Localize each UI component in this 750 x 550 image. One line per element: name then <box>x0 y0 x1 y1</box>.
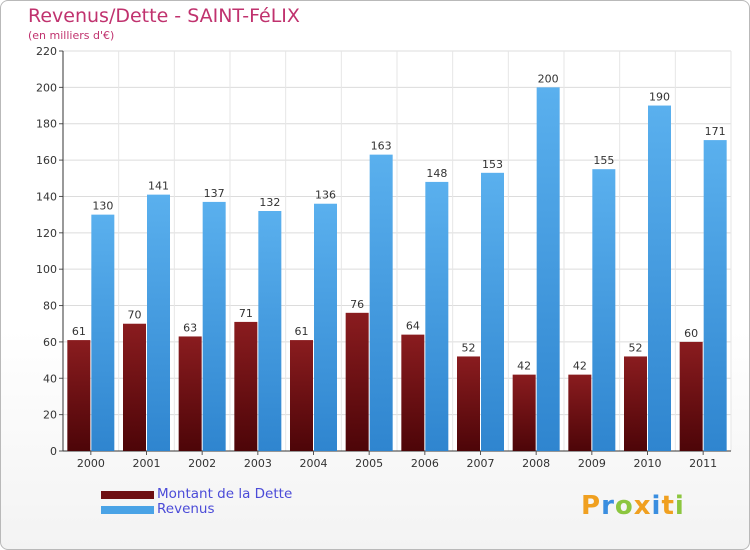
x-tick-label: 2001 <box>133 457 161 470</box>
bar-debt <box>512 374 536 451</box>
bar-debt <box>345 312 369 451</box>
data-label: 76 <box>350 298 364 311</box>
bar-debt <box>290 340 313 451</box>
x-tick-label: 2000 <box>77 457 105 470</box>
y-tick-label: 120 <box>36 227 57 240</box>
bar-revenue <box>703 140 727 451</box>
data-label: 163 <box>371 140 392 153</box>
logo-letter: o <box>614 491 634 521</box>
bar-debt <box>568 374 592 451</box>
data-label: 155 <box>593 154 614 167</box>
bar-debt <box>178 336 202 451</box>
data-label: 42 <box>517 360 531 373</box>
data-label: 42 <box>573 360 587 373</box>
bar-debt <box>457 356 480 451</box>
y-tick-label: 140 <box>36 190 57 203</box>
y-tick-label: 20 <box>43 409 57 422</box>
chart-subtitle: (en milliers d'€) <box>28 29 115 42</box>
x-tick-label: 2009 <box>578 457 606 470</box>
y-tick-label: 40 <box>43 372 57 385</box>
bar-revenue <box>481 172 504 451</box>
bar-revenue <box>91 214 115 451</box>
legend-swatch-revenue <box>101 506 154 514</box>
data-label: 171 <box>705 125 726 138</box>
bar-debt <box>679 341 703 451</box>
x-tick-label: 2004 <box>300 457 328 470</box>
data-label: 190 <box>649 91 670 104</box>
data-label: 52 <box>629 341 643 354</box>
logo-letter: P <box>581 491 602 521</box>
bar-revenue <box>369 154 393 452</box>
y-tick-label: 60 <box>43 336 57 349</box>
x-tick-label: 2002 <box>188 457 216 470</box>
bar-revenue <box>202 201 226 451</box>
logo-letter: x <box>633 491 652 521</box>
bar-revenue <box>425 181 449 451</box>
x-tick-label: 2005 <box>355 457 383 470</box>
data-label: 132 <box>259 196 280 209</box>
bar-revenue <box>258 211 282 451</box>
y-tick-label: 80 <box>43 300 57 313</box>
y-tick-label: 0 <box>50 445 57 458</box>
bar-revenue <box>592 169 616 451</box>
data-label: 148 <box>426 167 447 180</box>
x-tick-label: 2006 <box>411 457 439 470</box>
data-label: 137 <box>204 187 225 200</box>
bar-debt <box>123 323 146 451</box>
y-tick-label: 220 <box>36 45 57 58</box>
data-label: 52 <box>462 341 476 354</box>
data-label: 141 <box>148 180 169 193</box>
data-label: 136 <box>315 189 336 202</box>
bar-debt <box>67 340 91 451</box>
bar-revenue <box>536 87 560 451</box>
legend-label-debt: Montant de la Dette <box>157 486 293 502</box>
data-label: 61 <box>295 325 309 338</box>
y-tick-label: 100 <box>36 263 57 276</box>
data-label: 63 <box>183 321 197 334</box>
logo-letter: i <box>651 491 662 521</box>
y-tick-label: 180 <box>36 118 57 131</box>
legend-swatch-debt <box>101 491 154 499</box>
legend-label-revenue: Revenus <box>157 501 215 517</box>
x-tick-label: 2011 <box>689 457 717 470</box>
bar-debt <box>401 334 425 451</box>
bar-debt <box>234 321 258 451</box>
bar-revenue <box>648 105 671 451</box>
y-tick-label: 160 <box>36 154 57 167</box>
bar-debt <box>624 356 647 451</box>
data-label: 60 <box>684 327 698 340</box>
bar-revenue <box>147 194 170 452</box>
chart-title: Revenus/Dette - SAINT-FéLIX <box>28 5 300 27</box>
data-label: 70 <box>128 309 142 322</box>
logo-letter: i <box>674 491 685 521</box>
x-tick-label: 2007 <box>467 457 495 470</box>
data-label: 61 <box>72 325 86 338</box>
y-tick-label: 200 <box>36 81 57 94</box>
bar-revenue <box>314 203 337 451</box>
data-label: 200 <box>538 72 559 85</box>
logo-letter: r <box>601 491 615 521</box>
x-tick-label: 2008 <box>522 457 550 470</box>
x-tick-label: 2003 <box>244 457 272 470</box>
proxiti-logo: Proxiti <box>581 491 685 521</box>
data-label: 153 <box>482 158 503 171</box>
x-tick-label: 2010 <box>634 457 662 470</box>
logo-letter: t <box>661 491 675 521</box>
data-label: 130 <box>92 200 113 213</box>
data-label: 64 <box>406 320 420 333</box>
data-label: 71 <box>239 307 253 320</box>
